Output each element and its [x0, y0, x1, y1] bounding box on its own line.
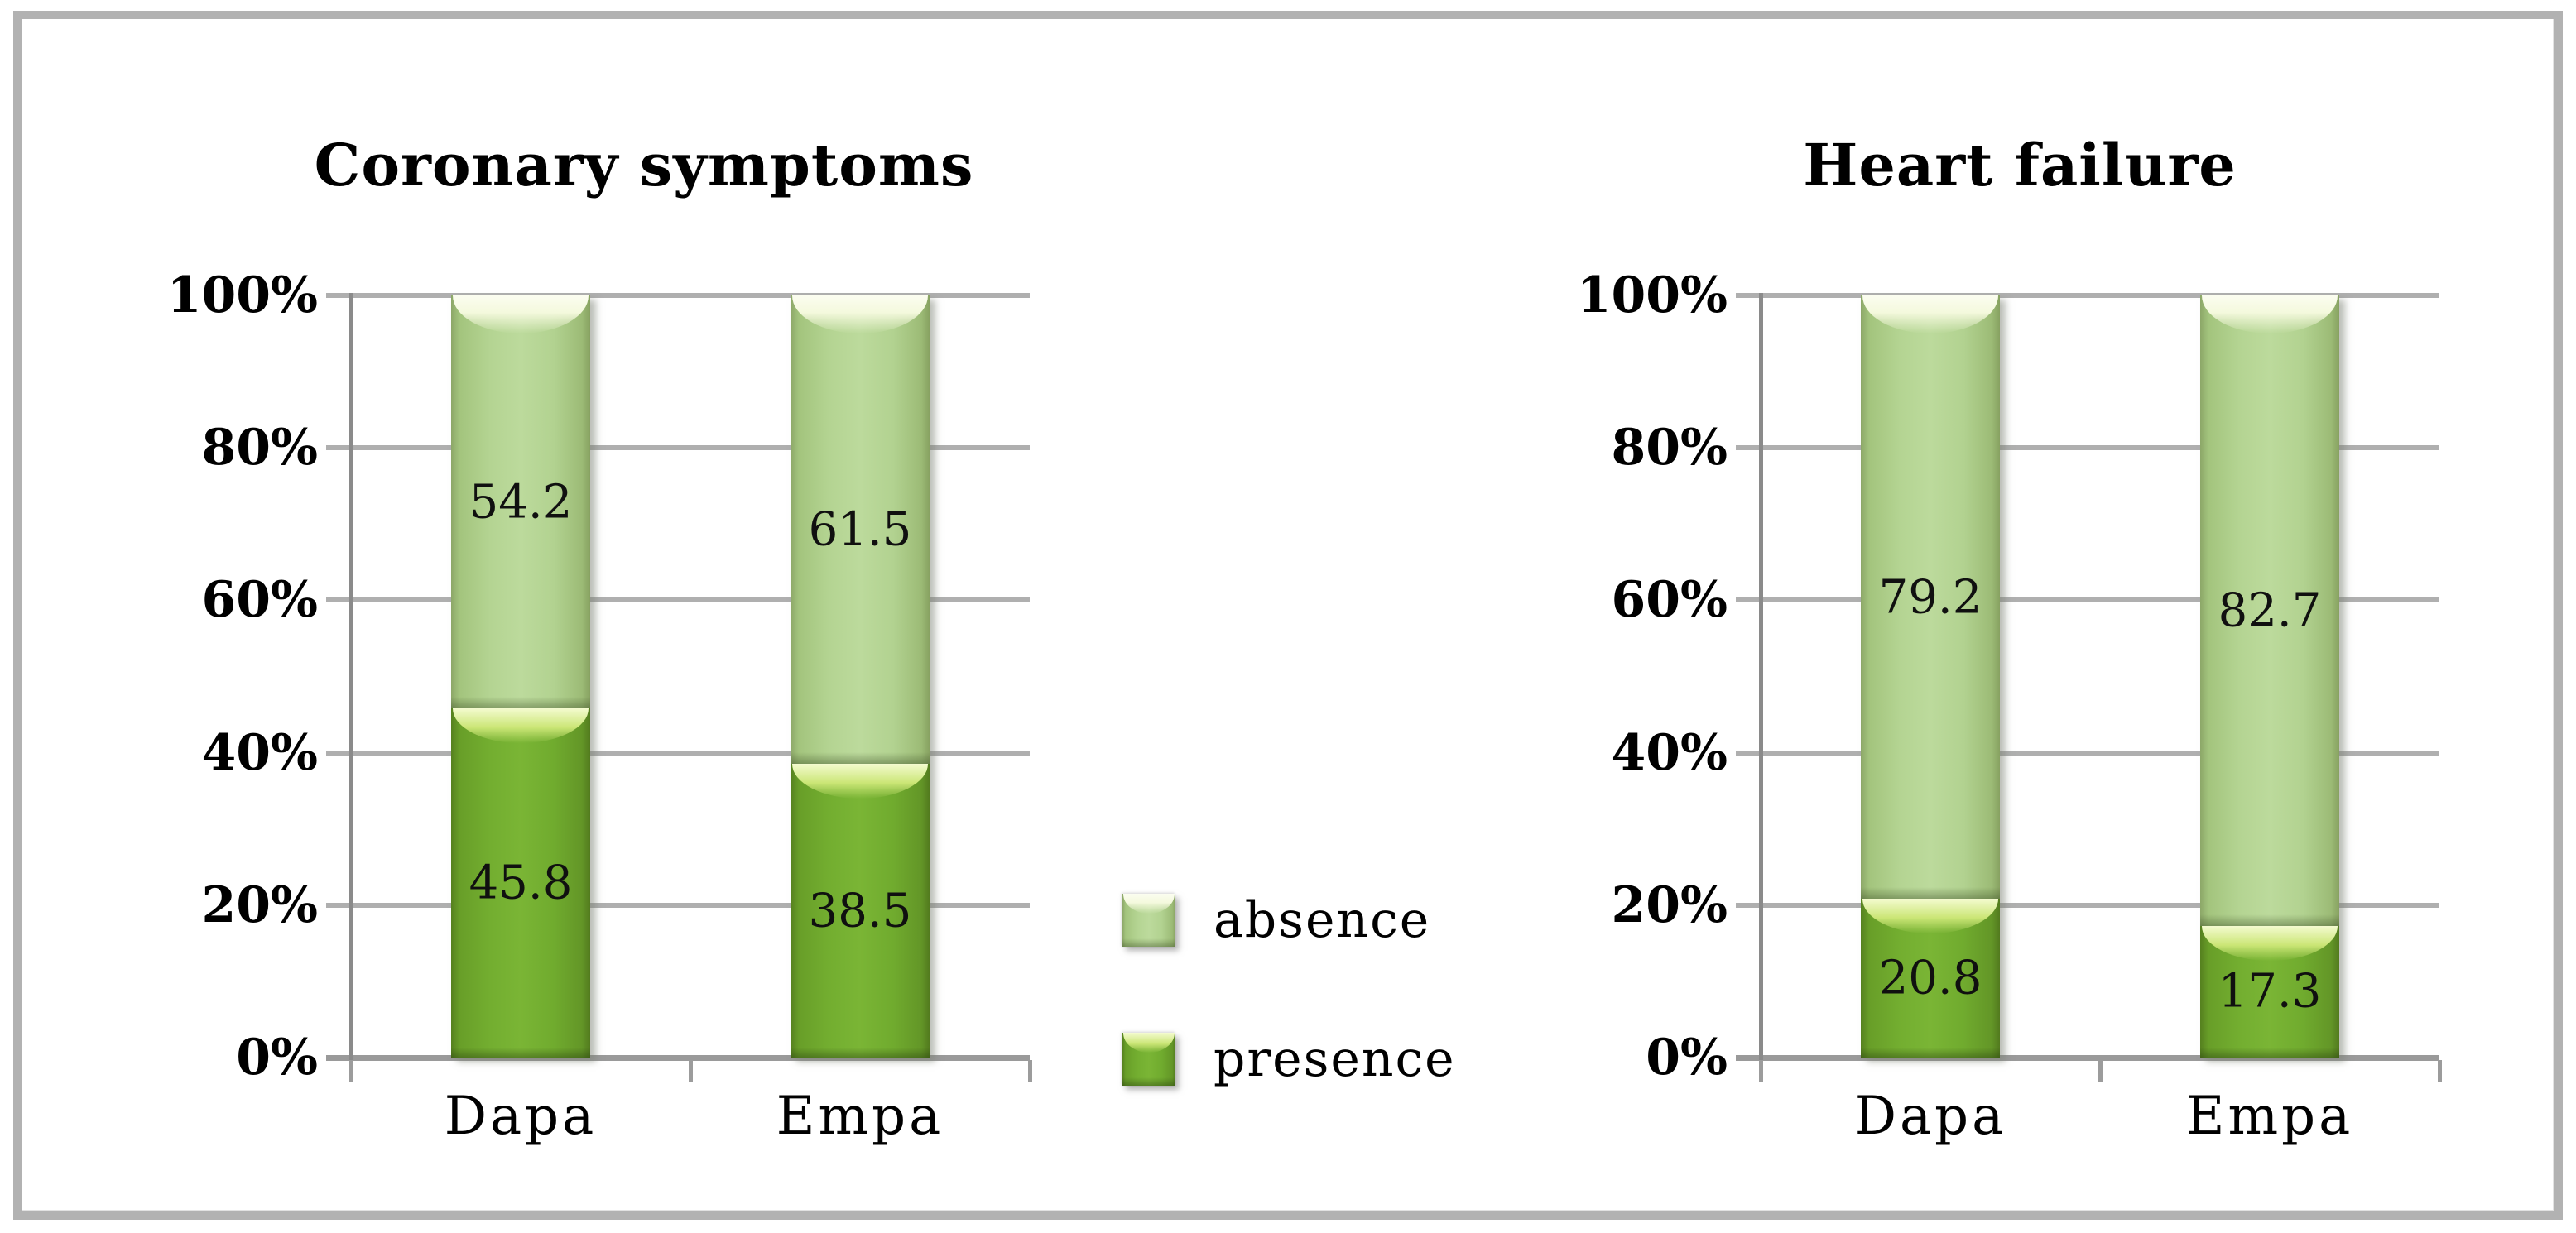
y-axis-tick-label: 60%: [1611, 571, 1728, 630]
bar-segment-absence-empa: [791, 295, 930, 765]
x-axis-tick: [1028, 1060, 1032, 1082]
bar-segment-absence-dapa: [1861, 295, 2000, 900]
legend-label-presence: presence: [1214, 1030, 1456, 1088]
legend-item-absence: absence: [1122, 894, 1456, 947]
bar-dapa: [1861, 295, 2000, 1058]
bar-empa: [791, 295, 930, 1058]
x-axis-label-empa: Empa: [2185, 1086, 2354, 1147]
chart-title: Coronary symptoms: [314, 131, 974, 199]
presence-swatch-icon: [1122, 1033, 1175, 1086]
gridline: [1736, 902, 2439, 908]
legend-item-presence: presence: [1122, 1033, 1456, 1086]
x-axis-label-dapa: Dapa: [1853, 1086, 2007, 1147]
bar-segment-presence-dapa: [1861, 899, 2000, 1058]
gridline: [326, 1055, 1030, 1061]
bar-dapa: [451, 295, 590, 1058]
value-label-absence-empa: 82.7: [2218, 583, 2322, 638]
y-axis-tick-label: 40%: [1611, 723, 1728, 782]
gridline: [326, 293, 1030, 298]
bar-segment-presence-dapa: [451, 708, 590, 1058]
gridline: [1736, 293, 2439, 298]
bar-segment-presence-empa: [2200, 925, 2339, 1058]
y-axis-tick-label: 80%: [201, 419, 318, 477]
legend-label-absence: absence: [1214, 891, 1431, 949]
y-axis-tick-label: 20%: [1611, 876, 1728, 934]
value-label-presence-dapa: 20.8: [1878, 951, 1982, 1005]
x-axis-tick: [2438, 1060, 2442, 1082]
value-label-absence-empa: 61.5: [808, 502, 912, 557]
bar-segment-absence-dapa: [451, 295, 590, 709]
y-axis-tick-label: 100%: [166, 266, 318, 324]
x-axis-label-dapa: Dapa: [444, 1086, 598, 1147]
gridline: [326, 597, 1030, 603]
y-axis-tick-label: 80%: [1611, 419, 1728, 477]
gridline: [326, 750, 1030, 756]
gridline: [1736, 597, 2439, 603]
y-axis-tick-label: 60%: [201, 571, 318, 630]
y-axis-line: [349, 293, 353, 1082]
y-axis-tick-label: 0%: [1646, 1029, 1728, 1087]
gridline: [1736, 750, 2439, 756]
value-label-absence-dapa: 54.2: [469, 475, 573, 530]
x-axis-label-empa: Empa: [776, 1086, 944, 1147]
x-axis-tick: [1759, 1060, 1763, 1082]
y-axis-tick-label: 20%: [201, 876, 318, 934]
x-axis-tick: [349, 1060, 353, 1082]
chart-title: Heart failure: [1803, 131, 2237, 199]
bar-empa: [2200, 295, 2339, 1058]
absence-swatch-icon: [1122, 894, 1175, 947]
legend: absence presence: [1122, 894, 1456, 1086]
bar-segment-presence-empa: [791, 764, 930, 1058]
y-axis-tick-label: 40%: [201, 723, 318, 782]
value-label-presence-dapa: 45.8: [469, 856, 573, 910]
y-axis-tick-label: 0%: [236, 1029, 318, 1087]
x-axis-tick: [2098, 1060, 2103, 1082]
x-axis-tick: [689, 1060, 693, 1082]
gridline: [1736, 445, 2439, 451]
value-label-presence-empa: 17.3: [2218, 964, 2322, 1019]
y-axis-line: [1759, 293, 1763, 1082]
bar-segment-absence-empa: [2200, 295, 2339, 926]
value-label-presence-empa: 38.5: [808, 884, 912, 938]
gridline: [1736, 1055, 2439, 1061]
y-axis-tick-label: 100%: [1576, 266, 1728, 324]
value-label-absence-dapa: 79.2: [1878, 570, 1982, 625]
gridline: [326, 902, 1030, 908]
gridline: [326, 445, 1030, 451]
